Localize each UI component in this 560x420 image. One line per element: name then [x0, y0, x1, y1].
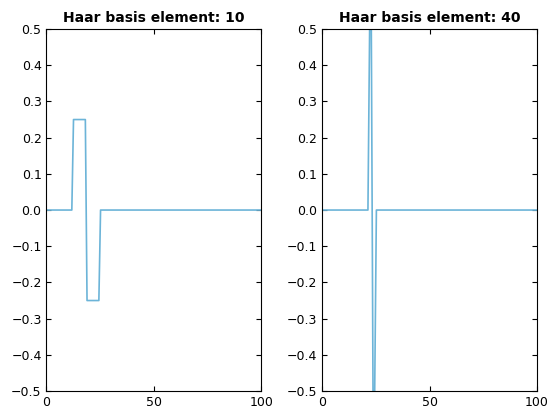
Title: Haar basis element: 40: Haar basis element: 40 — [339, 11, 520, 25]
Title: Haar basis element: 10: Haar basis element: 10 — [63, 11, 245, 25]
